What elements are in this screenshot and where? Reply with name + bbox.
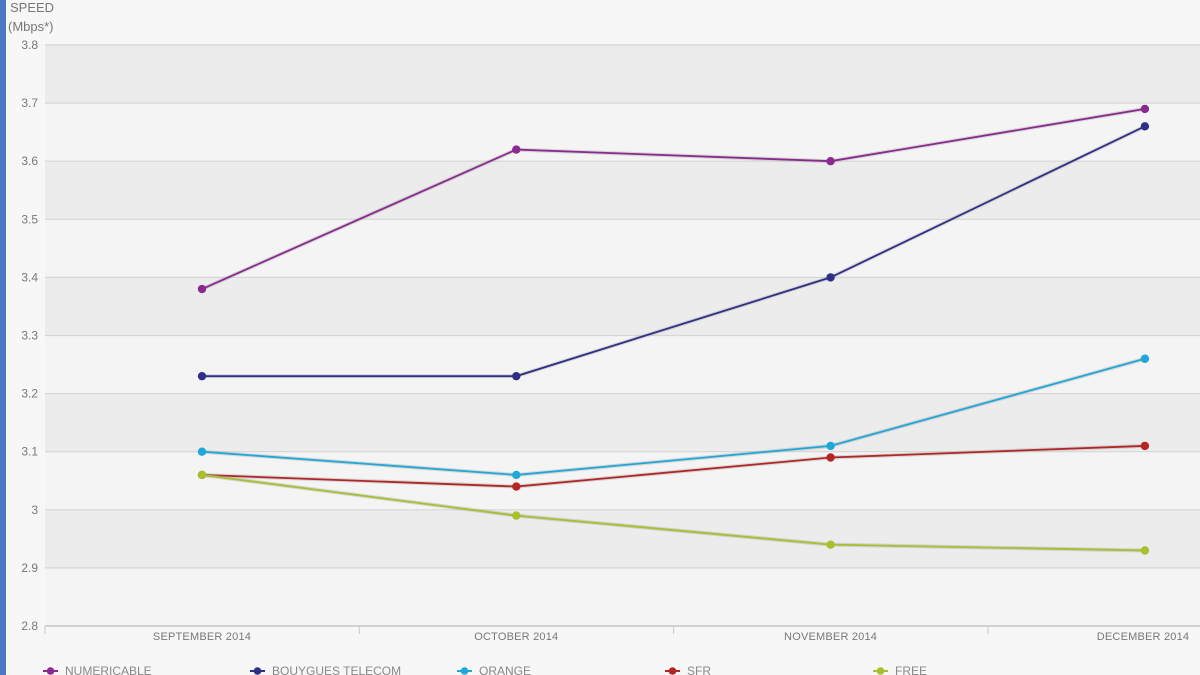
plot-band [45, 161, 1200, 220]
series-numericable [197, 104, 1150, 294]
x-tick-label: OCTOBER 2014 [474, 631, 558, 643]
legend-item: NUMERICABLE [43, 664, 152, 675]
y-tick-label: 2.8 [21, 619, 38, 633]
plot-band [45, 219, 1200, 278]
legend: NUMERICABLE BOUYGUES TELECOM ORANGE SFR FREE [43, 664, 927, 675]
legend-label: SFR [687, 664, 711, 675]
legend-label: FREE [895, 664, 927, 675]
y-tick-label: 3.8 [21, 38, 38, 52]
legend-swatch-dot [460, 667, 469, 675]
data-point [826, 441, 835, 451]
data-point [512, 371, 521, 381]
series-line [201, 357, 1146, 476]
plot-band [45, 393, 1200, 452]
data-point [512, 482, 521, 491]
data-point [1140, 122, 1150, 131]
y-tick-label: 3.4 [21, 270, 38, 284]
plot-band [45, 451, 1200, 510]
plot-band [45, 45, 1200, 104]
legend-label: NUMERICABLE [65, 664, 152, 675]
y-axis-label-line2: (Mbps*) [8, 19, 54, 34]
y-tick-label: 3.3 [21, 329, 38, 343]
series-free [197, 470, 1150, 555]
legend-swatch-dot [253, 667, 262, 675]
plot-bands [45, 45, 1200, 626]
data-point [826, 157, 835, 166]
data-point [1140, 354, 1150, 363]
y-tick-label: 3.1 [21, 445, 38, 459]
series-line [201, 474, 1145, 552]
legend-label: ORANGE [479, 664, 531, 675]
plot-band [45, 277, 1200, 336]
plot-band [45, 509, 1200, 568]
legend-item: FREE [873, 664, 927, 675]
y-tick-label: 3 [31, 503, 38, 517]
y-axis-ticks: 2.8 2.9 3 3.1 3.2 3.3 3.4 3.5 3.6 3.7 3.8 [21, 38, 38, 633]
left-accent-bar [0, 0, 6, 675]
data-point [197, 371, 207, 381]
gridlines [45, 44, 1200, 627]
legend-item: SFR [665, 664, 711, 675]
y-tick-label: 3.7 [21, 96, 38, 110]
plot-band [45, 567, 1200, 626]
y-axis-label-line1: SPEED [10, 0, 54, 15]
data-point [1140, 441, 1150, 451]
data-point [1140, 546, 1150, 555]
legend-swatch-dot [876, 667, 885, 675]
x-tick-label: SEPTEMBER 2014 [153, 631, 251, 643]
data-point [1140, 104, 1150, 114]
legend-item: ORANGE [457, 664, 531, 675]
x-tick-label: DECEMBER 2014 [1097, 631, 1189, 643]
series-line [202, 125, 1146, 378]
legend-swatch-dot [668, 667, 677, 675]
x-tick-label: NOVEMBER 2014 [784, 631, 877, 643]
series-bouygues-telecom [197, 122, 1150, 381]
data-point [826, 453, 835, 462]
y-tick-label: 2.9 [21, 561, 38, 575]
data-point [826, 540, 835, 549]
x-axis-ticks: SEPTEMBER 2014 OCTOBER 2014 NOVEMBER 2014 D… [44, 626, 1189, 643]
data-point [197, 447, 207, 456]
data-point [826, 273, 835, 282]
y-tick-label: 3.5 [21, 212, 38, 226]
plot-band [45, 335, 1200, 394]
y-tick-label: 3.2 [21, 387, 38, 401]
series-layer [197, 104, 1150, 555]
series-orange [197, 354, 1150, 480]
series-line [201, 108, 1146, 290]
data-point [512, 470, 521, 480]
data-point [197, 284, 207, 294]
legend-label: BOUYGUES TELECOM [272, 664, 401, 675]
data-point [197, 470, 207, 480]
data-point [512, 145, 521, 154]
data-point [512, 511, 521, 520]
series-line [201, 444, 1145, 488]
legend-item: BOUYGUES TELECOM [250, 664, 401, 675]
legend-swatch-dot [46, 667, 55, 675]
y-tick-label: 3.6 [21, 154, 38, 168]
